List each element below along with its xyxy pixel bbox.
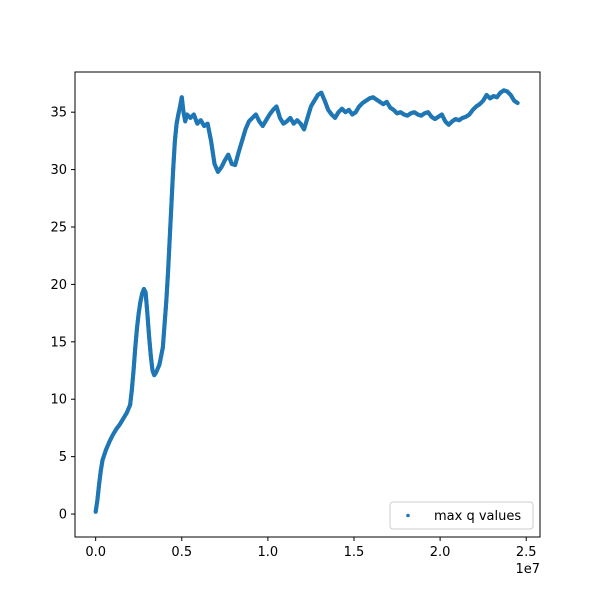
legend: max q values — [389, 501, 534, 530]
y-tick-label: 5 — [59, 450, 67, 465]
y-tick-label: 10 — [50, 393, 67, 408]
legend-box — [389, 501, 534, 530]
plot-area — [93, 88, 520, 514]
legend-marker — [406, 513, 410, 518]
y-tick-label: 20 — [50, 278, 67, 293]
legend-label: max q values — [434, 509, 521, 524]
y-tick-label: 15 — [50, 335, 67, 350]
x-tick-label: 2.0 — [430, 545, 451, 560]
y-tick-label: 0 — [59, 508, 67, 523]
x-tick-label: 0.0 — [85, 545, 106, 560]
y-axis: 0 5 10 15 20 25 30 35 — [50, 106, 75, 523]
axes-frame — [74, 71, 541, 538]
x-tick-label: 1.0 — [258, 545, 279, 560]
y-tick-label: 35 — [50, 106, 67, 121]
x-tick-label: 2.5 — [516, 545, 537, 560]
data-point — [515, 100, 520, 106]
y-tick-label: 25 — [50, 221, 67, 236]
x-offset-label: 1e7 — [515, 562, 540, 577]
y-tick-label: 30 — [50, 163, 67, 178]
x-axis: 0.0 0.5 1.0 1.5 2.0 2.5 — [85, 537, 537, 560]
x-tick-label: 1.5 — [344, 545, 365, 560]
x-tick-label: 0.5 — [171, 545, 192, 560]
